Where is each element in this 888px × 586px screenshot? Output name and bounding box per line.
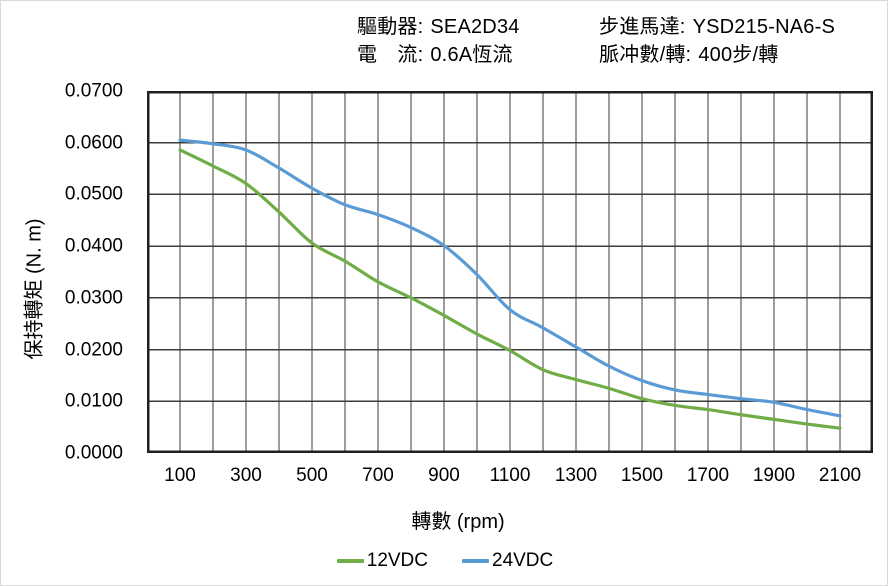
y-tick-label: 0.0500 bbox=[64, 183, 123, 205]
chart-legend: 12VDC 24VDC bbox=[1, 550, 887, 572]
x-tick-label: 700 bbox=[362, 465, 394, 486]
y-tick-label: 0.0200 bbox=[64, 339, 123, 361]
legend-label-24vdc: 24VDC bbox=[492, 550, 554, 571]
plot-border bbox=[147, 91, 873, 453]
x-tick-label: 1100 bbox=[489, 465, 531, 486]
x-tick-label: 500 bbox=[296, 465, 328, 486]
header-driver: 驅動器: SEA2D34 bbox=[357, 10, 520, 39]
legend-item-24vdc: 24VDC bbox=[462, 550, 553, 572]
current-value: 0.6A恆流 bbox=[430, 44, 513, 66]
driver-label: 驅動器: bbox=[357, 16, 424, 38]
header-current: 電 流: 0.6A恆流 bbox=[357, 38, 513, 67]
x-axis-tick-labels: 100 300 500 700 900 1100 1300 1500 1700 1900 2100 bbox=[1, 465, 887, 490]
current-label: 電 流: bbox=[357, 44, 424, 66]
x-tick-label: 1300 bbox=[554, 465, 598, 486]
x-tick-label: 1900 bbox=[752, 465, 796, 486]
y-axis-tick-labels: 0.0700 0.0600 0.0500 0.0400 0.0300 0.0200 0.01… bbox=[1, 1, 123, 585]
x-tick-label: 1700 bbox=[686, 465, 730, 486]
y-tick-label: 0.0600 bbox=[64, 132, 123, 154]
x-tick-label: 1500 bbox=[620, 465, 664, 486]
legend-item-12vdc: 12VDC bbox=[336, 550, 428, 572]
x-tick-label: 100 bbox=[164, 465, 196, 486]
legend-label-12vdc: 12VDC bbox=[366, 550, 428, 571]
header-motor: 步進馬達: YSD215-NA6-S bbox=[599, 10, 835, 39]
x-tick-label: 900 bbox=[428, 465, 460, 486]
series-line-24vdc bbox=[178, 138, 842, 418]
y-tick-label: 0.0400 bbox=[64, 235, 123, 257]
header-pulses: 脈冲數/轉: 400步/轉 bbox=[599, 38, 778, 67]
y-tick-label: 0.0700 bbox=[64, 80, 123, 102]
series-line-12vdc bbox=[178, 148, 842, 430]
plot-area bbox=[147, 91, 873, 453]
pulses-value: 400步/轉 bbox=[698, 44, 779, 66]
x-tick-label: 2100 bbox=[818, 465, 862, 486]
motor-value: YSD215-NA6-S bbox=[692, 16, 836, 38]
legend-dash-12vdc-icon bbox=[336, 559, 364, 563]
y-tick-label: 0.0300 bbox=[64, 287, 123, 309]
x-tick-label: 300 bbox=[230, 465, 262, 486]
y-tick-label: 0.0100 bbox=[64, 390, 123, 412]
pulses-label: 脈冲數/轉: bbox=[599, 44, 692, 66]
legend-dash-24vdc-icon bbox=[462, 559, 489, 563]
driver-value: SEA2D34 bbox=[430, 16, 520, 38]
motor-label: 步進馬達: bbox=[599, 16, 686, 38]
x-axis-title: 轉數 (rpm) bbox=[411, 511, 505, 533]
y-tick-label: 0.0000 bbox=[64, 442, 123, 464]
